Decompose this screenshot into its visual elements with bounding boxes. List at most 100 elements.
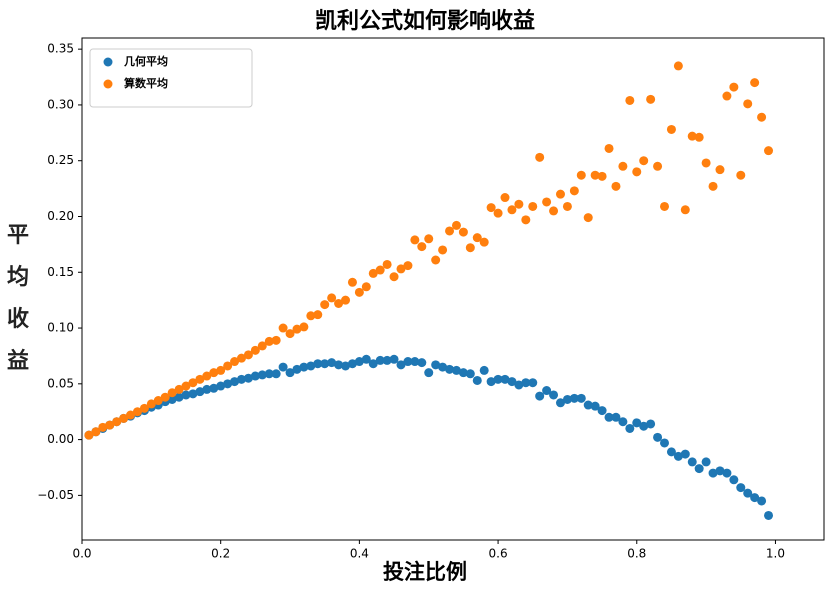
point — [445, 364, 455, 374]
point — [673, 451, 683, 461]
point — [389, 354, 399, 364]
legend-label: 几何平均 — [124, 54, 168, 68]
point — [458, 368, 468, 378]
point — [673, 61, 683, 71]
point — [722, 91, 732, 101]
point — [84, 430, 94, 440]
point — [576, 170, 586, 180]
point — [375, 355, 385, 365]
point — [306, 361, 316, 371]
point — [715, 466, 725, 476]
point — [680, 205, 690, 215]
point — [271, 335, 281, 345]
point — [590, 401, 600, 411]
point — [472, 375, 482, 385]
point — [112, 417, 122, 427]
point — [646, 419, 656, 429]
x-tick-label: 0.8 — [627, 547, 646, 561]
point — [243, 373, 253, 383]
point — [687, 457, 697, 467]
point — [216, 381, 226, 391]
point — [202, 384, 212, 394]
point — [396, 264, 406, 274]
point — [562, 201, 572, 211]
point — [750, 78, 760, 88]
point — [465, 243, 475, 253]
point — [438, 362, 448, 372]
point — [500, 193, 510, 203]
point — [632, 167, 642, 177]
point — [514, 380, 524, 390]
point — [500, 374, 510, 384]
point — [479, 237, 489, 247]
point — [257, 341, 267, 351]
point — [757, 112, 767, 122]
legend-label: 算数平均 — [123, 76, 168, 90]
point — [514, 199, 524, 209]
point — [285, 329, 295, 339]
y-tick-label: 0.10 — [47, 321, 74, 335]
point — [764, 510, 774, 520]
point — [278, 323, 288, 333]
point — [292, 324, 302, 334]
point — [202, 371, 212, 381]
point — [188, 389, 198, 399]
point — [562, 394, 572, 404]
point — [680, 449, 690, 459]
point — [639, 156, 649, 166]
point — [417, 242, 427, 252]
point — [458, 227, 468, 237]
point — [507, 205, 517, 215]
point — [639, 421, 649, 431]
point — [334, 360, 344, 370]
point — [528, 378, 538, 388]
point — [708, 468, 718, 478]
point — [729, 475, 739, 485]
point — [410, 235, 420, 245]
point — [424, 234, 434, 244]
point — [320, 300, 330, 310]
point — [757, 496, 767, 506]
point — [708, 181, 718, 191]
point — [403, 261, 413, 271]
x-tick-label: 0.4 — [350, 547, 369, 561]
point — [417, 358, 427, 368]
point — [347, 277, 357, 287]
point — [368, 268, 378, 278]
point — [660, 201, 670, 211]
point — [729, 82, 739, 92]
point — [653, 432, 663, 442]
point — [611, 181, 621, 191]
point — [209, 383, 219, 393]
point — [209, 368, 219, 378]
point — [479, 365, 489, 375]
point — [736, 170, 746, 180]
point — [666, 124, 676, 134]
point — [195, 387, 205, 397]
point — [91, 427, 101, 437]
point — [313, 310, 323, 320]
point — [410, 357, 420, 367]
x-tick-label: 0.2 — [211, 547, 230, 561]
point — [354, 357, 364, 367]
point — [223, 379, 233, 389]
point — [195, 374, 205, 384]
point — [216, 365, 226, 375]
point — [181, 390, 191, 400]
point — [493, 374, 503, 384]
point — [368, 359, 378, 369]
point — [105, 420, 115, 430]
point — [271, 369, 281, 379]
y-tick-label: 0.15 — [47, 265, 74, 279]
point — [535, 391, 545, 401]
point — [465, 369, 475, 379]
point — [569, 186, 579, 196]
point — [618, 161, 628, 171]
point — [431, 360, 441, 370]
point — [354, 287, 364, 297]
point — [250, 371, 260, 381]
point — [764, 146, 774, 156]
point — [597, 406, 607, 416]
point — [583, 400, 593, 410]
